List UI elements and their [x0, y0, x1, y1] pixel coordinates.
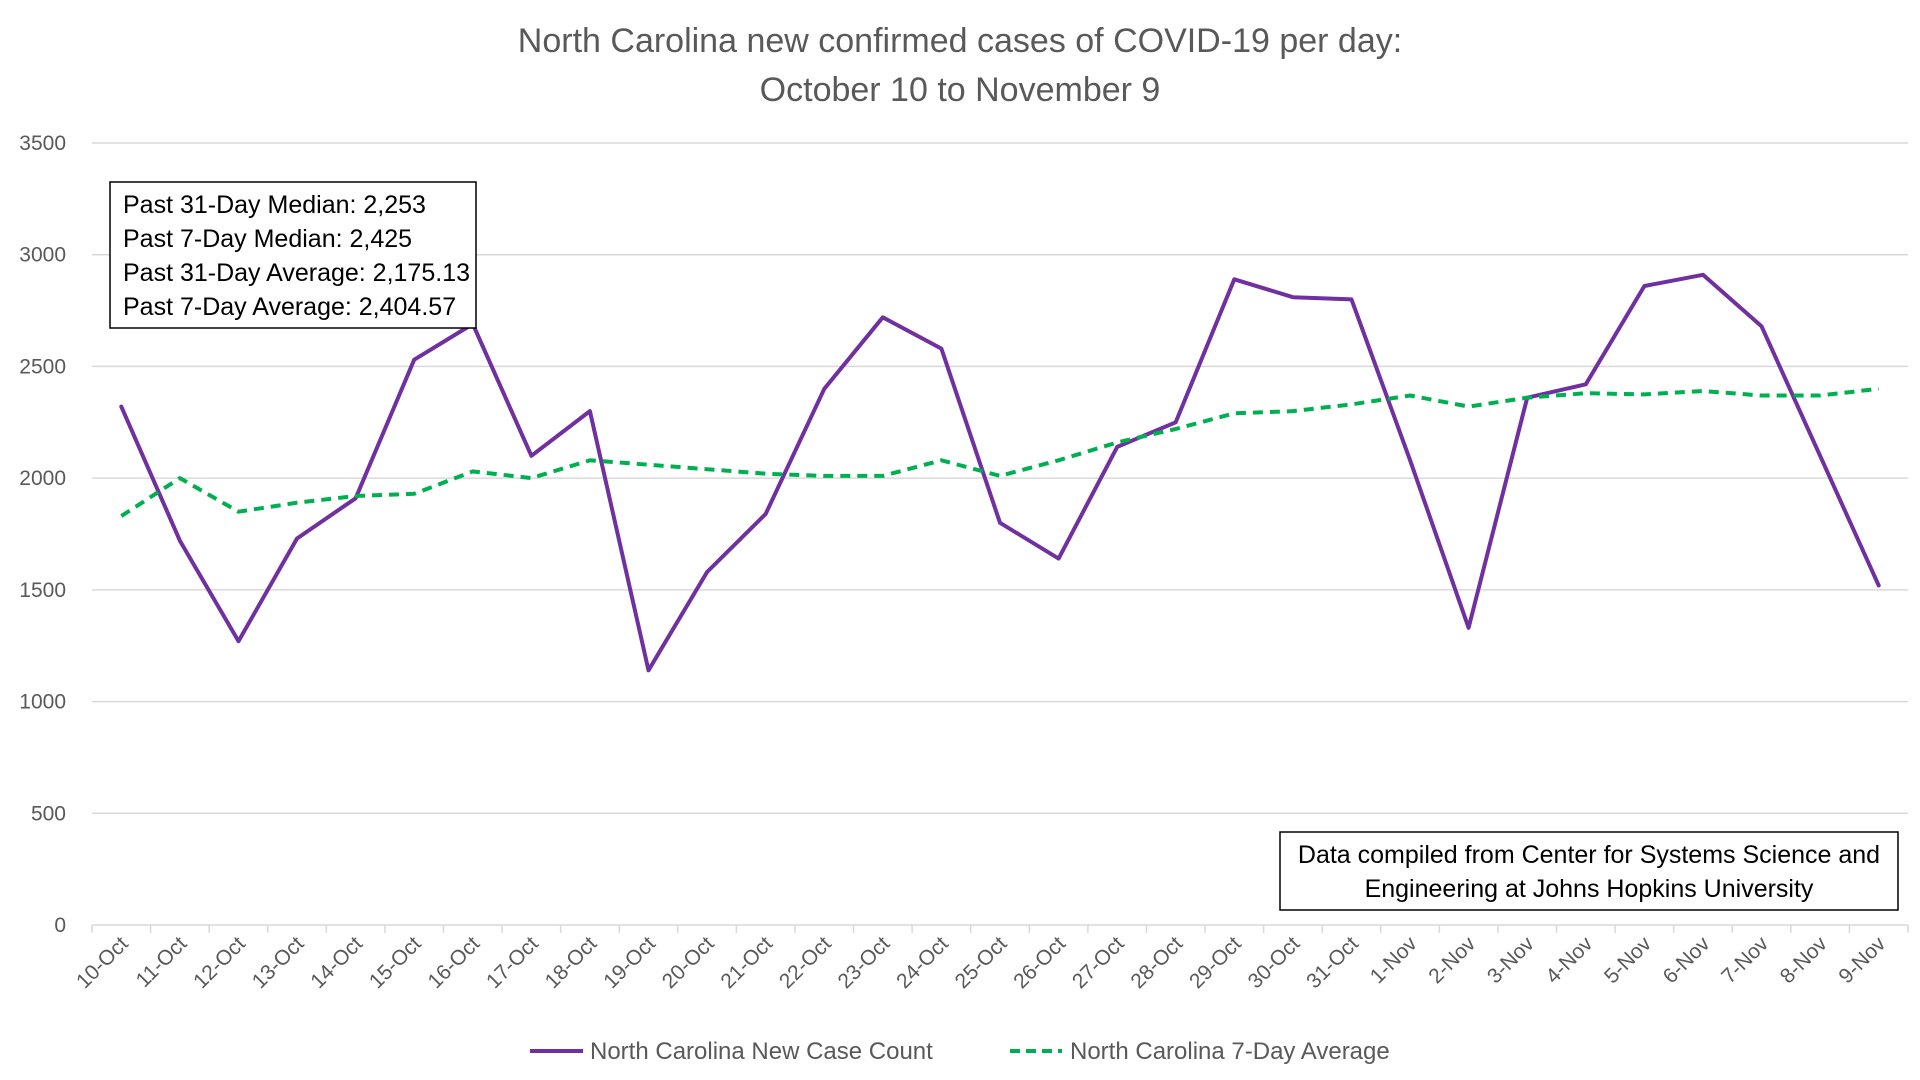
- y-tick-label-500: 500: [31, 802, 66, 825]
- x-tick-label-6-Nov: 6-Nov: [1659, 932, 1715, 988]
- x-tick-label-16-Oct: 16-Oct: [423, 932, 484, 993]
- series-lines: [119, 272, 1881, 673]
- stats-line-2: Past 7-Day Median: 2,425: [123, 225, 412, 253]
- y-tick-label-0: 0: [54, 914, 66, 937]
- stats-line-3: Past 31-Day Average: 2,175.13: [123, 259, 470, 287]
- x-tick-label-3-Nov: 3-Nov: [1483, 932, 1539, 988]
- y-tick-label-3500: 3500: [19, 132, 66, 155]
- x-tick-label-20-Oct: 20-Oct: [658, 932, 719, 993]
- x-tick-label-19-Oct: 19-Oct: [599, 932, 660, 993]
- x-tick-label-13-Oct: 13-Oct: [248, 932, 309, 993]
- source-line-1: Data compiled from Center for Systems Sc…: [1298, 841, 1880, 869]
- y-tick-label-1500: 1500: [19, 579, 66, 602]
- y-tick-label-2000: 2000: [19, 467, 66, 490]
- source-annotation-box: Data compiled from Center for Systems Sc…: [1279, 831, 1899, 911]
- source-line-2: Engineering at Johns Hopkins University: [1365, 875, 1814, 903]
- stats-box-border: [109, 181, 477, 329]
- stats-annotation-box: Past 31-Day Median: 2,253 Past 7-Day Med…: [109, 181, 477, 329]
- x-tick-label-11-Oct: 11-Oct: [132, 932, 192, 992]
- x-tick-label-10-Oct: 10-Oct: [72, 932, 133, 993]
- x-tick-label-31-Oct: 31-Oct: [1302, 932, 1363, 993]
- x-tick-label-21-Oct: 21-Oct: [716, 932, 777, 993]
- y-tick-label-1000: 1000: [19, 691, 66, 714]
- x-tick-label-12-Oct: 12-Oct: [189, 932, 250, 993]
- legend-label-new-case: North Carolina New Case Count: [590, 1038, 933, 1065]
- x-tick-label-4-Nov: 4-Nov: [1541, 932, 1597, 988]
- x-tick-label-2-Nov: 2-Nov: [1424, 932, 1480, 988]
- stats-line-4: Past 7-Day Average: 2,404.57: [123, 293, 456, 321]
- y-axis-ticks: 0 500 1000 1500 2000 2500 3000 3500: [19, 132, 66, 937]
- chart-title-line-1: North Carolina new confirmed cases of CO…: [518, 22, 1402, 60]
- source-box-border: [1279, 831, 1899, 911]
- x-tick-label-17-Oct: 17-Oct: [482, 932, 543, 993]
- y-tick-label-3000: 3000: [19, 244, 66, 267]
- x-tick-label-8-Nov: 8-Nov: [1776, 932, 1832, 988]
- x-tick-label-24-Oct: 24-Oct: [892, 932, 953, 993]
- x-tick-label-29-Oct: 29-Oct: [1185, 932, 1246, 993]
- x-tick-label-5-Nov: 5-Nov: [1600, 932, 1656, 988]
- chart-title-line-2: October 10 to November 9: [760, 71, 1161, 109]
- x-tick-label-23-Oct: 23-Oct: [834, 932, 895, 993]
- x-tick-label-7-Nov: 7-Nov: [1717, 932, 1773, 988]
- x-tick-label-27-Oct: 27-Oct: [1068, 932, 1129, 993]
- x-tick-label-14-Oct: 14-Oct: [306, 932, 367, 993]
- x-tick-label-22-Oct: 22-Oct: [775, 932, 836, 993]
- x-tick-label-18-Oct: 18-Oct: [541, 932, 602, 993]
- series-line-seven-day-average: [120, 386, 1879, 518]
- legend: North Carolina New Case Count North Caro…: [530, 1038, 1390, 1065]
- x-tick-label-26-Oct: 26-Oct: [1009, 932, 1070, 993]
- legend-label-seven-day: North Carolina 7-Day Average: [1070, 1038, 1390, 1065]
- x-tick-label-15-Oct: 15-Oct: [365, 932, 426, 993]
- series-line-new-case-count: [119, 272, 1881, 673]
- x-tick-label-9-Nov: 9-Nov: [1834, 932, 1890, 988]
- x-axis-ticks: 10-Oct11-Oct12-Oct13-Oct14-Oct15-Oct16-O…: [72, 932, 1891, 993]
- x-tick-label-1-Nov: 1-Nov: [1366, 932, 1422, 988]
- x-tick-label-28-Oct: 28-Oct: [1126, 932, 1187, 993]
- x-tick-label-25-Oct: 25-Oct: [951, 932, 1012, 993]
- x-tick-label-30-Oct: 30-Oct: [1244, 932, 1305, 993]
- stats-line-1: Past 31-Day Median: 2,253: [123, 191, 426, 219]
- y-tick-label-2500: 2500: [19, 355, 66, 378]
